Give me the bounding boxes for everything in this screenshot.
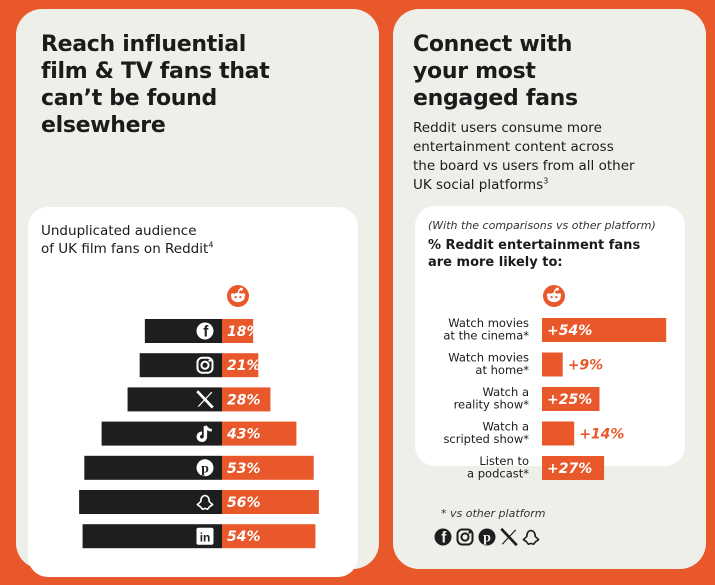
engagement-category-label: Watch movies bbox=[448, 351, 529, 365]
svg-text:p: p bbox=[201, 461, 209, 476]
snapchat-icon bbox=[196, 494, 214, 511]
right-headline-line: engaged fans bbox=[413, 86, 578, 111]
audience-bar-value bbox=[222, 353, 259, 378]
left-headline-line: Reach influential bbox=[41, 32, 246, 57]
right-intro-text: Reddit users consume more entertainment … bbox=[413, 119, 683, 195]
engagement-category-label: Watch a bbox=[482, 420, 529, 434]
audience-value-label: 43% bbox=[226, 427, 261, 443]
audience-bar-value bbox=[222, 524, 316, 549]
right-panel: Connect with your most engaged fans Redd… bbox=[393, 9, 706, 569]
left-headline: Reach influential film & TV fans that ca… bbox=[41, 31, 361, 139]
audience-bar-value bbox=[222, 421, 297, 446]
intro-line: the board vs users from all other bbox=[413, 158, 635, 174]
instagram-icon bbox=[196, 356, 214, 374]
engagement-category-label: reality show* bbox=[454, 398, 530, 412]
engagement-category-label: a podcast* bbox=[467, 467, 529, 481]
footnote-marker: 3 bbox=[543, 176, 549, 186]
intro-line: entertainment content across bbox=[413, 139, 614, 155]
engagement-title-line: are more likely to: bbox=[428, 255, 563, 270]
audience-bar-value bbox=[222, 455, 314, 480]
engagement-card-note: (With the comparisons vs other platform) bbox=[428, 219, 656, 232]
audience-bar-value bbox=[222, 319, 254, 343]
x-icon bbox=[500, 527, 518, 547]
engagement-bar bbox=[542, 421, 575, 446]
engagement-value-label: +27% bbox=[547, 461, 592, 477]
right-headline-line: your most bbox=[413, 59, 536, 84]
engagement-value-label: +14% bbox=[579, 427, 624, 443]
audience-bar-value bbox=[222, 490, 319, 514]
engagement-bar bbox=[542, 456, 605, 480]
right-headline: Connect with your most engaged fans bbox=[413, 31, 693, 112]
x-icon bbox=[196, 390, 214, 409]
svg-text:f: f bbox=[203, 323, 209, 340]
audience-title-line: of UK film fans on Reddit bbox=[41, 241, 209, 257]
audience-value-label: 18% bbox=[227, 324, 261, 340]
engagement-title-line: % Reddit entertainment fans bbox=[428, 238, 641, 253]
engagement-category-label: scripted show* bbox=[443, 432, 529, 446]
left-headline-line: elsewhere bbox=[41, 113, 166, 138]
audience-bar-value bbox=[222, 387, 271, 412]
audience-bar-chart: f 18% 21% 28% 43% p 53% 56% in 54% bbox=[79, 285, 319, 549]
engagement-value-label: +9% bbox=[568, 358, 604, 374]
audience-title-line: Unduplicated audience bbox=[41, 223, 197, 239]
footnote: * vs other platform bbox=[441, 507, 546, 520]
engagement-category-label: at the cinema* bbox=[443, 329, 529, 343]
engagement-category-label: Listen to bbox=[479, 454, 529, 468]
engagement-bar bbox=[542, 387, 600, 411]
footnote-marker: 4 bbox=[208, 240, 214, 250]
audience-value-label: 56% bbox=[227, 495, 261, 511]
engagement-value-label: +54% bbox=[547, 323, 592, 339]
linkedin-icon: in bbox=[196, 527, 214, 545]
audience-value-label: 54% bbox=[227, 529, 261, 545]
facebook-icon: f bbox=[196, 322, 214, 340]
engagement-value-label: +25% bbox=[547, 392, 592, 408]
audience-bar-dark bbox=[79, 490, 222, 514]
instagram-icon bbox=[456, 528, 474, 546]
svg-text:f: f bbox=[441, 529, 447, 546]
reddit-icon bbox=[543, 285, 565, 307]
facebook-icon: f bbox=[434, 528, 452, 546]
left-headline-line: can’t be found bbox=[41, 86, 217, 111]
intro-line: UK social platforms bbox=[413, 177, 544, 193]
audience-bar-dark bbox=[127, 387, 222, 412]
pinterest-icon: p bbox=[478, 528, 496, 546]
audience-value-label: 21% bbox=[227, 358, 261, 374]
engagement-category-label: Watch a bbox=[482, 385, 529, 399]
engagement-bar bbox=[542, 352, 563, 377]
engagement-bar bbox=[542, 318, 667, 342]
tiktok-icon bbox=[196, 425, 212, 442]
left-panel: Reach influential film & TV fans that ca… bbox=[16, 9, 379, 577]
engagement-card-title: % Reddit entertainment fans are more lik… bbox=[428, 237, 678, 271]
left-headline-line: film & TV fans that bbox=[41, 59, 270, 84]
audience-value-label: 28% bbox=[227, 392, 261, 408]
audience-card-title: Unduplicated audience of UK film fans on… bbox=[41, 222, 341, 258]
audience-bar-dark bbox=[139, 353, 222, 378]
reddit-icon bbox=[227, 285, 249, 307]
audience-value-label: 53% bbox=[227, 461, 261, 477]
svg-text:p: p bbox=[483, 531, 491, 546]
svg-text:in: in bbox=[200, 530, 211, 544]
engagement-category-label: Watch movies bbox=[448, 316, 529, 330]
right-headline-line: Connect with bbox=[413, 32, 573, 57]
engagement-category-label: at home* bbox=[475, 363, 529, 377]
intro-line: Reddit users consume more bbox=[413, 120, 602, 136]
snapchat-icon bbox=[522, 529, 540, 546]
pinterest-icon: p bbox=[196, 459, 214, 476]
